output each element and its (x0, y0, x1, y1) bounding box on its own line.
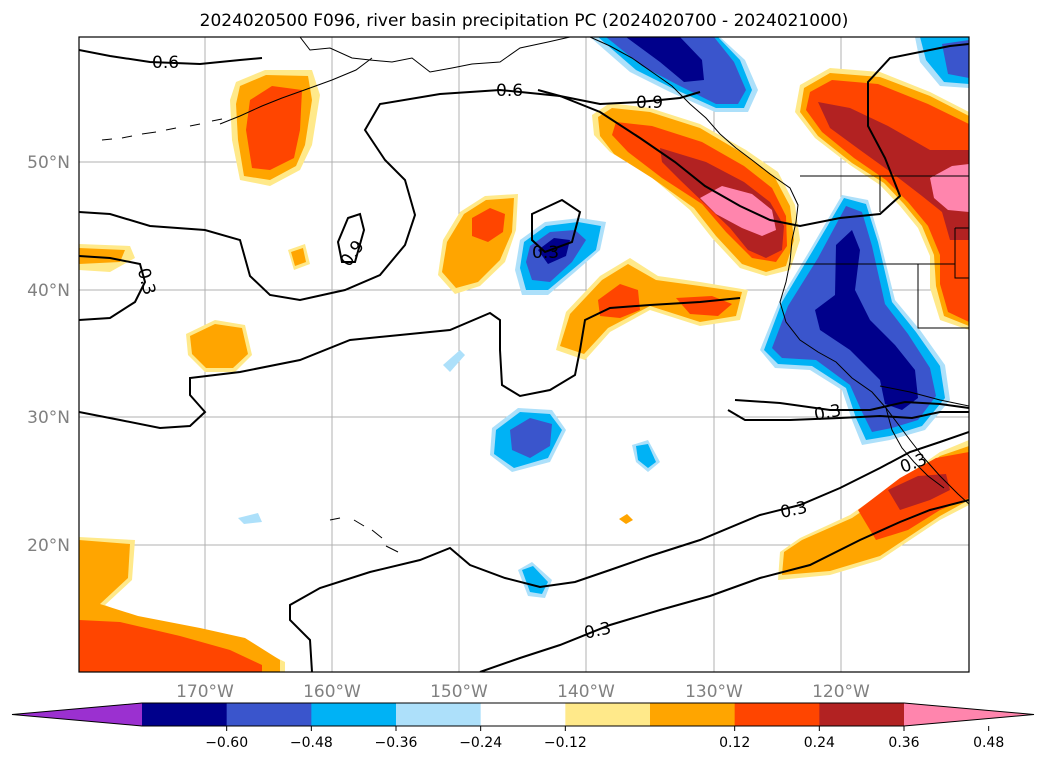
lat-label-50n: 50°N (27, 153, 70, 173)
coastlines (101, 37, 969, 553)
fill-band (700, 186, 776, 236)
fill-band (626, 37, 704, 82)
fill-band (636, 444, 656, 468)
fill-band (190, 324, 248, 368)
contour-line (537, 89, 701, 106)
hawaii-islands (329, 517, 399, 553)
figure-title: 2024020500 F096, river basin precipitati… (200, 11, 849, 31)
colorbar-extend-max (904, 703, 1034, 726)
precip-anomaly-minor-negative (238, 350, 660, 598)
canada-coast (589, 37, 799, 263)
contours (79, 43, 969, 672)
fill-band (510, 418, 552, 458)
colorbar-tick-label: −0.60 (205, 735, 248, 751)
colorbar-segment (142, 703, 228, 726)
precip-anomaly-california (760, 195, 950, 445)
contour-line (727, 409, 969, 421)
political-borders (790, 175, 969, 407)
map-frame (78, 36, 970, 673)
lon-label-120w: 120°W (812, 682, 870, 702)
fill-band (818, 102, 969, 240)
colorbar-extend-min (12, 703, 142, 726)
lon-label-130w: 130°W (685, 682, 743, 702)
lat-label-30n: 30°N (27, 408, 70, 428)
colorbar-tick-label: 0.36 (888, 735, 919, 751)
colorbar-tick-label: 0.48 (973, 735, 1004, 751)
precip-anomaly-alaska (230, 70, 320, 186)
precip-anomaly-pacific-northwest (592, 103, 800, 276)
contour-label: 0.9 (636, 93, 663, 113)
fill-band (942, 40, 969, 78)
contour-line (289, 431, 969, 672)
fill-band (79, 620, 262, 672)
us-mexico-border (879, 385, 969, 407)
colorbar-segment (734, 703, 820, 726)
contour-label: 0.3 (532, 243, 559, 263)
colorbar-segment (311, 703, 397, 726)
colorbar-segment (819, 703, 905, 726)
fill-band (619, 514, 633, 524)
contour-label: 0.3 (813, 401, 843, 425)
fill-band (246, 86, 302, 170)
colorbar: −0.60 −0.48 −0.36 −0.24 −0.12 0.12 0.24 0.36 0.4… (11, 702, 1035, 751)
lon-label-140w: 140°W (557, 682, 615, 702)
fill-band (472, 208, 505, 242)
fill-band (238, 513, 262, 524)
baja-peninsula (885, 407, 945, 489)
alaska-peninsula (219, 57, 373, 125)
fill-band (806, 80, 969, 322)
colorbar-tick-label: 0.12 (719, 735, 750, 751)
contour-line (79, 255, 147, 321)
alaska-coast (299, 37, 571, 73)
colorbar-segment (650, 703, 736, 726)
lat-label-20n: 20°N (27, 536, 70, 556)
precip-anomaly-gulf-of-alaska (590, 37, 758, 112)
contour-line (79, 297, 741, 430)
colorbar-tick-label: 0.24 (804, 735, 835, 751)
contour-line (336, 212, 366, 263)
precip-anomaly-minor (79, 244, 633, 524)
contour-label: 0.6 (496, 81, 523, 101)
fill-band (79, 248, 125, 264)
colorbar-segment (480, 703, 566, 726)
colorbar-segment (565, 703, 651, 726)
contour-label: 0.6 (152, 53, 179, 73)
colorbar-outline (11, 702, 1035, 727)
state-border (954, 227, 969, 279)
fill-band (443, 350, 465, 372)
precip-anomaly-central (438, 194, 518, 294)
fill-band (538, 238, 570, 264)
fill-band (560, 264, 742, 354)
fill-band (888, 474, 950, 510)
colorbar-segment (226, 703, 312, 726)
colorbar-tick-label: −0.12 (544, 735, 587, 751)
precip-anomaly-canada (795, 68, 969, 330)
fill-band (291, 248, 306, 266)
contour-line (479, 499, 969, 672)
longitude-labels: 170°W 160°W 150°W 140°W 130°W 120°W (176, 682, 870, 702)
state-border (917, 264, 969, 329)
precip-anomaly-southwest (79, 537, 285, 672)
contour-line (531, 198, 582, 254)
lon-label-160w: 160°W (303, 682, 361, 702)
lon-label-150w: 150°W (430, 682, 488, 702)
us-west-coast (779, 261, 969, 505)
fill-band (815, 230, 918, 410)
contour-line (79, 43, 969, 302)
lat-label-40n: 40°N (27, 281, 70, 301)
map-area: 0.6 0.6 0.9 0.9 0.3 0.3 0.3 0.3 0.3 0.3 (79, 37, 969, 672)
contour-line (734, 399, 969, 411)
precip-anomaly-mexico (778, 440, 969, 580)
colorbar-segment (396, 703, 482, 726)
colorbar-tick-label: −0.48 (290, 735, 333, 751)
colorbar-tick-label: −0.24 (459, 735, 502, 751)
aleutian-islands (101, 118, 223, 141)
precip-anomaly-subtropical (556, 258, 748, 360)
contour-line (79, 49, 263, 66)
latitude-labels: 50°N 40°N 30°N 20°N (27, 153, 70, 556)
lon-label-170w: 170°W (176, 682, 234, 702)
colorbar-tick-label: −0.36 (375, 735, 418, 751)
